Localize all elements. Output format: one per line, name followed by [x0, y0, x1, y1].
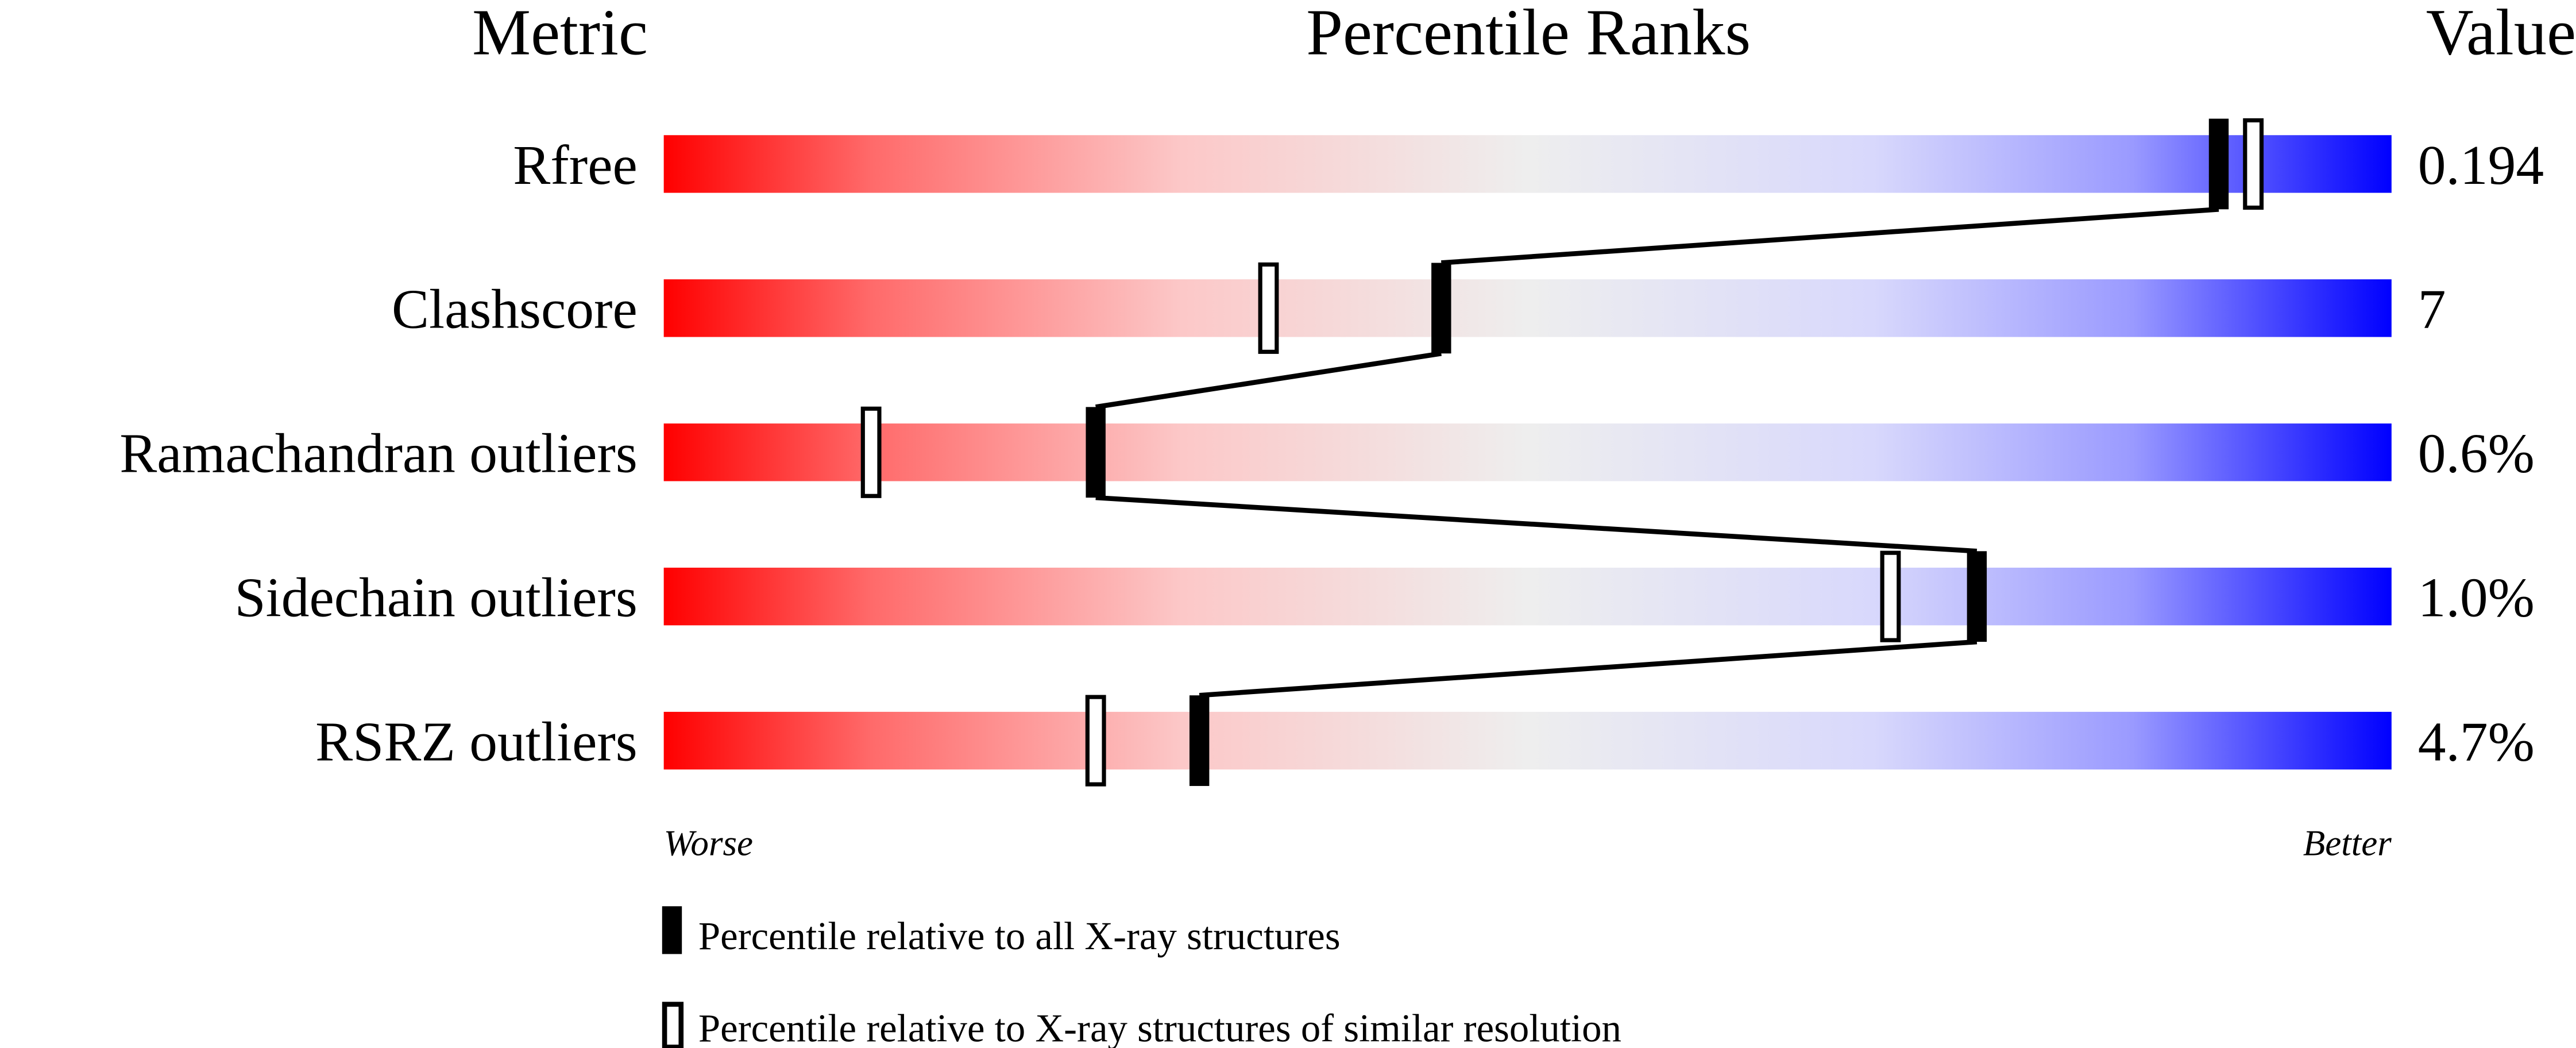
legend-all-label: Percentile relative to all X-ray structu…	[698, 914, 1341, 958]
connector-line	[1441, 206, 2219, 265]
similar-resolution-marker	[860, 406, 882, 498]
percentile-bar	[663, 279, 2392, 337]
percentile-bar	[663, 711, 2392, 770]
connector-line	[1095, 495, 1978, 554]
all-structures-marker	[1967, 551, 1987, 642]
metric-label: Ramachandran outliers	[119, 423, 638, 485]
metric-label: Rfree	[513, 134, 638, 196]
metric-label: RSRZ outliers	[315, 711, 638, 773]
connector-line	[1199, 639, 1978, 698]
metric-label: Sidechain outliers	[234, 567, 637, 629]
metric-label: Clashscore	[392, 279, 638, 341]
similar-resolution-marker	[1258, 262, 1279, 354]
percentile-bar	[663, 567, 2392, 626]
all-structures-marker	[2208, 118, 2229, 210]
metric-value: 0.6%	[2418, 423, 2535, 485]
all-structures-marker	[1189, 695, 1210, 786]
better-label: Better	[2303, 823, 2392, 863]
similar-resolution-marker	[2243, 118, 2264, 210]
metric-value: 7	[2418, 279, 2446, 341]
worse-label: Worse	[664, 823, 753, 863]
percentile-bar	[663, 135, 2392, 193]
header-value: Value	[2426, 0, 2576, 69]
similar-resolution-marker	[1085, 695, 1106, 787]
percentile-bar	[663, 423, 2392, 481]
metric-value: 1.0%	[2418, 567, 2535, 629]
similar-resolution-marker	[1880, 550, 1901, 642]
legend-similar-label: Percentile relative to X-ray structures …	[698, 1006, 1621, 1048]
legend-similar-marker	[662, 1001, 684, 1048]
connector-line	[1095, 350, 1442, 410]
all-structures-marker	[1431, 263, 1451, 354]
metric-value: 4.7%	[2418, 711, 2535, 773]
all-structures-marker	[1086, 407, 1106, 498]
header-metric: Metric	[472, 0, 648, 69]
metric-value: 0.194	[2418, 134, 2544, 196]
header-percentile-ranks: Percentile Ranks	[1306, 0, 1751, 69]
legend-all-marker	[662, 906, 682, 954]
